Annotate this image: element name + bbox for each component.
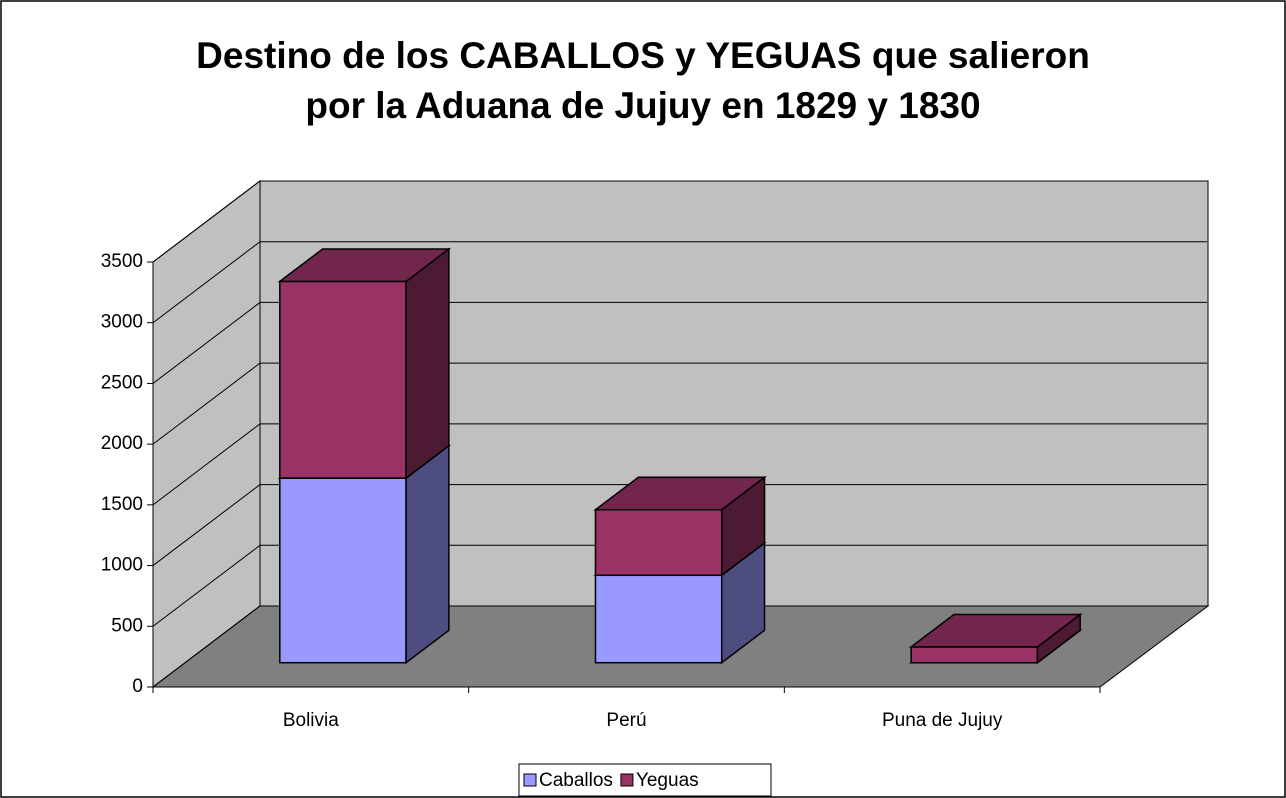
bar (910, 646, 1039, 664)
grid-line (152, 302, 261, 384)
y-tick-label: 0 (132, 676, 143, 697)
bar (594, 574, 723, 664)
y-tick-label: 1000 (101, 555, 143, 576)
legend-label: Yeguas (636, 770, 699, 791)
grid-line (152, 241, 261, 324)
y-tick-label: 2000 (101, 433, 143, 454)
bar (279, 280, 407, 479)
bars (277, 247, 1083, 665)
x-tick-label: Perú (606, 710, 646, 731)
y-tick-label: 2500 (101, 372, 143, 393)
bar-top (908, 613, 1083, 648)
legend-swatch (620, 773, 634, 787)
y-tick-label: 3000 (101, 312, 143, 333)
bar-top (593, 476, 767, 511)
side-wall (152, 179, 261, 689)
axes: 0 500 1000 1500 2000 2500 3000 3500 Bolivia Perú P… (101, 251, 1101, 731)
legend: Caballos Yeguas (523, 770, 699, 791)
bar (279, 477, 407, 664)
y-tick-label: 3500 (101, 251, 143, 272)
bar-side (405, 247, 450, 480)
grid-line (152, 605, 261, 688)
bar (594, 508, 723, 577)
grid-line (152, 544, 261, 627)
legend-box (518, 763, 772, 797)
bar-side (405, 444, 450, 665)
x-tick-label: Puna de Jujuy (882, 710, 1003, 731)
grid-line (152, 180, 261, 263)
chart-title: por la Aduana de Jujuy en 1829 y 1830 (305, 85, 980, 126)
chart-title: Destino de los CABALLOS y YEGUAS que sal… (196, 35, 1090, 76)
y-tick-label: 500 (111, 615, 143, 636)
grid-line (152, 484, 261, 566)
bar-top (277, 248, 452, 283)
x-tick-label: Bolivia (283, 710, 339, 731)
grid-line (152, 423, 261, 506)
legend-label: Caballos (539, 770, 613, 791)
y-tick-label: 1500 (101, 494, 143, 515)
legend-swatch (523, 773, 537, 787)
grid-line (152, 362, 261, 445)
